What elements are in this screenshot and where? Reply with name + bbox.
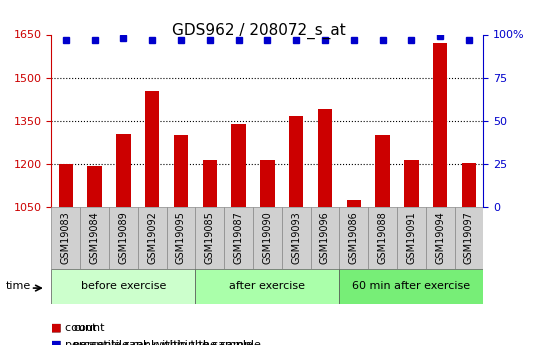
Text: 60 min after exercise: 60 min after exercise	[352, 282, 470, 291]
Bar	[282, 207, 310, 269]
Bar	[455, 207, 483, 269]
Text: GSM19094: GSM19094	[435, 212, 445, 264]
Text: before exercise: before exercise	[80, 282, 166, 291]
Bar	[116, 134, 131, 207]
Bar	[138, 207, 166, 269]
Text: GSM19091: GSM19091	[406, 212, 416, 264]
Text: GSM19095: GSM19095	[176, 211, 186, 265]
Bar	[87, 166, 102, 207]
Bar	[318, 109, 332, 207]
Bar	[195, 207, 224, 269]
Bar	[224, 207, 253, 269]
Bar	[80, 207, 109, 269]
Bar	[260, 160, 274, 207]
Bar	[339, 207, 368, 269]
Text: GSM19090: GSM19090	[262, 212, 272, 264]
Bar	[289, 117, 303, 207]
Bar	[347, 200, 361, 207]
Text: ■ percentile rank within the sample: ■ percentile rank within the sample	[51, 340, 253, 345]
Bar	[166, 207, 195, 269]
Text: ■: ■	[51, 340, 62, 345]
Text: after exercise: after exercise	[230, 282, 305, 291]
Text: time: time	[5, 282, 31, 291]
Text: GSM19093: GSM19093	[291, 212, 301, 264]
Bar	[109, 207, 138, 269]
Text: GSM19084: GSM19084	[90, 212, 99, 264]
Text: GSM19086: GSM19086	[349, 212, 359, 264]
Text: GSM19092: GSM19092	[147, 211, 157, 265]
Text: ■ count: ■ count	[51, 323, 97, 333]
Bar	[51, 269, 195, 304]
Bar	[202, 159, 217, 207]
Text: ■: ■	[51, 323, 62, 333]
Bar	[397, 207, 426, 269]
Text: GSM19089: GSM19089	[118, 212, 129, 264]
Text: percentile rank within the sample: percentile rank within the sample	[73, 340, 261, 345]
Bar	[174, 135, 188, 207]
Text: GSM19096: GSM19096	[320, 212, 330, 264]
Bar	[310, 207, 339, 269]
Text: GDS962 / 208072_s_at: GDS962 / 208072_s_at	[172, 22, 346, 39]
Bar	[375, 135, 390, 207]
Text: GSM19088: GSM19088	[377, 212, 388, 264]
Bar	[231, 124, 246, 207]
Text: GSM19097: GSM19097	[464, 211, 474, 265]
Text: count: count	[73, 323, 104, 333]
Bar	[462, 163, 476, 207]
Text: GSM19085: GSM19085	[205, 211, 215, 265]
Bar	[145, 90, 159, 207]
Bar	[253, 207, 282, 269]
Text: GSM19083: GSM19083	[60, 212, 71, 264]
Bar	[426, 207, 455, 269]
Text: GSM19087: GSM19087	[233, 211, 244, 265]
Bar	[51, 207, 80, 269]
Bar	[339, 269, 483, 304]
Bar	[404, 160, 418, 207]
Bar	[195, 269, 339, 304]
Bar	[58, 164, 73, 207]
Bar	[433, 43, 447, 207]
Bar	[368, 207, 397, 269]
